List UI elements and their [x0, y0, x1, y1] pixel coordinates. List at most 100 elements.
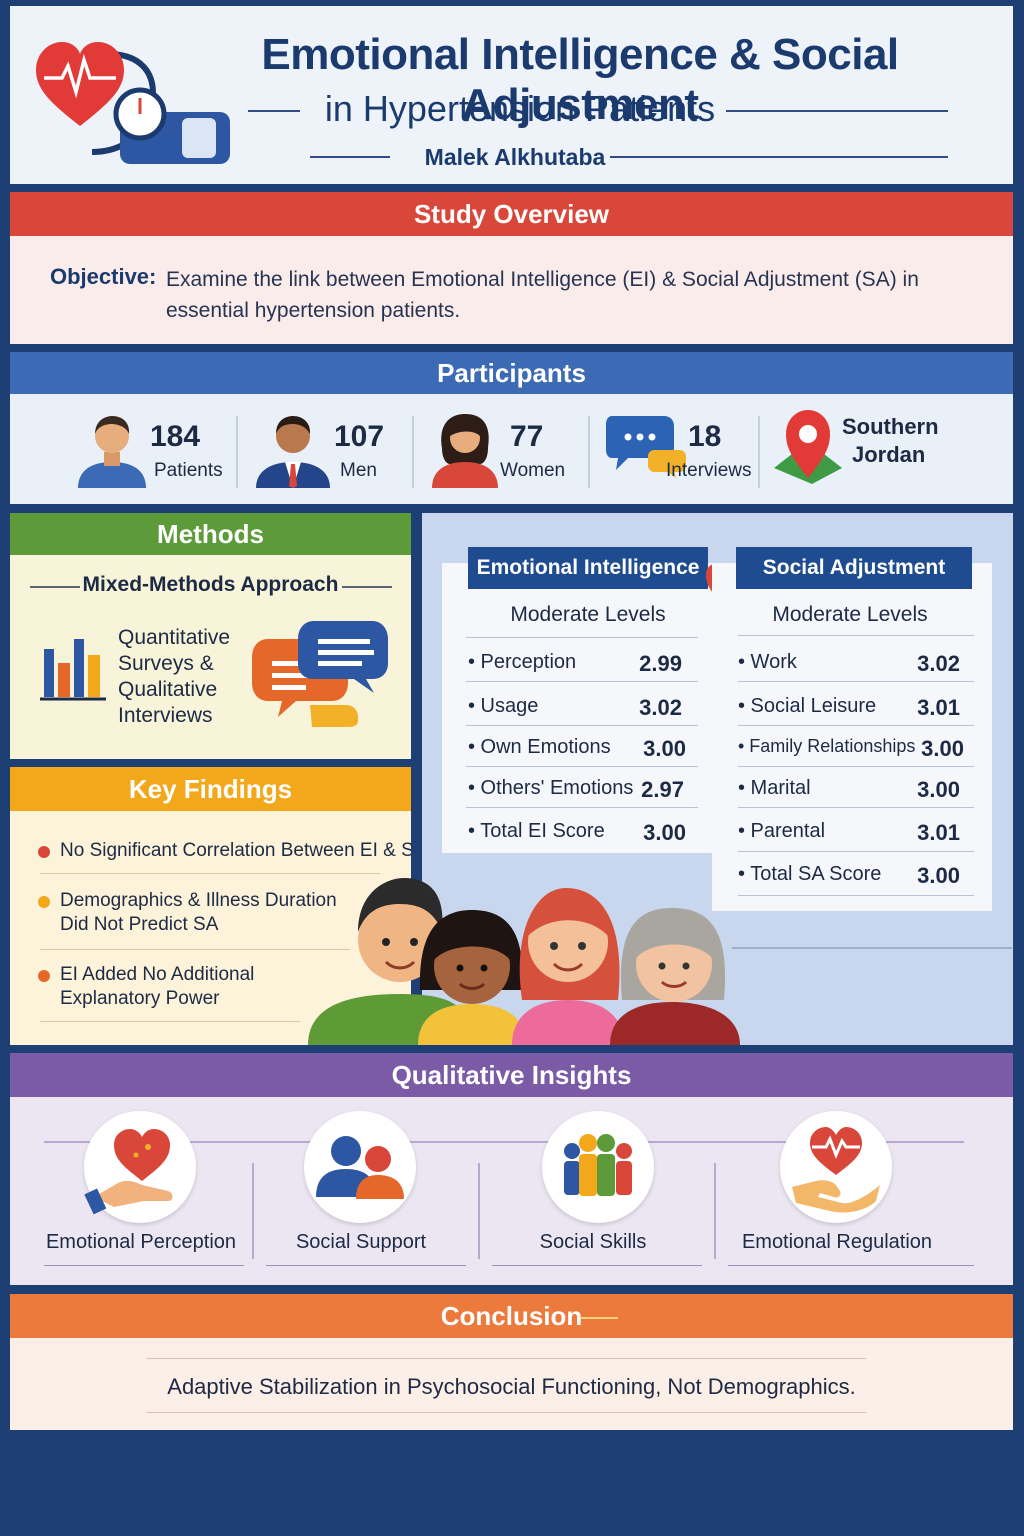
ei-level: Moderate Levels — [510, 603, 666, 626]
qualitative-insights-section: Qualitative Insights Emotional Perceptio… — [10, 1053, 1013, 1285]
divider — [738, 725, 974, 726]
divider — [342, 586, 392, 588]
objective-label: Objective: — [50, 264, 157, 289]
divider — [248, 110, 300, 112]
finding-text: EI Added No Additional Explanatory Power — [60, 964, 255, 1009]
section-heading: Participants — [10, 352, 1013, 394]
ei-row-value: 3.00 — [643, 736, 686, 761]
sa-level: Moderate Levels — [772, 603, 928, 626]
sa-row-value: 3.00 — [917, 777, 960, 802]
stat-label: Patients — [154, 460, 223, 481]
conclusion-text: Adaptive Stabilization in Psychosocial F… — [167, 1374, 856, 1399]
header: Emotional Intelligence & Social Adjustme… — [10, 6, 1013, 184]
insight-circle — [780, 1111, 892, 1223]
stat-value: 18 — [688, 420, 722, 453]
stat-label: Men — [340, 460, 377, 481]
bar-chart-icon — [40, 639, 106, 701]
divider — [466, 637, 698, 638]
title-line-1: Emotional Intelligence & Social Adjustme… — [261, 30, 899, 129]
insight-circle — [542, 1111, 654, 1223]
sa-row-value: 3.01 — [917, 820, 960, 845]
woman-icon — [432, 414, 498, 488]
divider — [738, 851, 974, 852]
divider — [466, 681, 698, 682]
group-icon — [564, 1134, 632, 1196]
methods-section: Methods Mixed-Methods Approach Quantitat… — [10, 513, 411, 759]
bullet-icon — [38, 896, 50, 908]
divider — [466, 807, 698, 808]
sa-heading: Social Adjustment — [736, 547, 972, 589]
divider — [738, 895, 974, 896]
divider — [466, 725, 698, 726]
divider — [466, 766, 698, 767]
ei-row-value: 2.97 — [641, 777, 684, 802]
bullet-icon — [38, 970, 50, 982]
divider — [44, 1141, 964, 1143]
stat-value: 107 — [334, 420, 385, 453]
section-heading: Conclusion — [10, 1294, 1013, 1338]
ei-row-label: • Own Emotions — [468, 736, 611, 758]
divider — [738, 807, 974, 808]
person-icon — [78, 416, 146, 488]
participants-section: Participants 184 Patients 107 Men 7 — [10, 352, 1013, 504]
ei-row-label: • Others' Emotions — [468, 777, 634, 799]
stat-value: 184 — [150, 420, 201, 453]
study-overview-section: Study Overview Objective: Examine the li… — [10, 192, 1013, 344]
stat-men: 107 Men — [254, 412, 414, 492]
sa-row-value: 3.00 — [917, 863, 960, 888]
ei-row-label: • Total EI Score — [468, 820, 605, 842]
sa-row-label: • Work — [738, 651, 797, 673]
stat-label: Interviews — [666, 460, 752, 481]
divider — [738, 635, 974, 636]
divider — [738, 766, 974, 767]
divider — [610, 156, 948, 158]
sa-row-label: • Parental — [738, 820, 826, 842]
stat-interviews: 18 Interviews — [606, 412, 756, 492]
stat-label: Women — [500, 460, 566, 481]
ei-row-value: 3.00 — [643, 820, 686, 845]
section-heading: Study Overview — [10, 192, 1013, 236]
divider — [40, 1021, 300, 1022]
man-icon — [256, 416, 330, 488]
divider — [266, 1265, 466, 1266]
insight-label: Emotional Regulation — [741, 1231, 933, 1253]
heart-bp-monitor-icon — [36, 42, 230, 164]
stat-value: 77 — [510, 420, 544, 453]
divider — [40, 873, 380, 874]
author: Malek Alkhutaba — [424, 144, 606, 170]
people-group-illustration — [308, 878, 740, 1045]
methods-text: Quantitative Surveys & Qualitative Inter… — [118, 626, 231, 727]
insight-label: Emotional Perception — [45, 1231, 237, 1253]
speech-bubbles-icon — [252, 621, 388, 727]
ei-row-label: • Usage — [468, 695, 539, 717]
divider — [728, 1265, 974, 1266]
sa-row-label: • Marital — [738, 777, 811, 799]
title-line-2: in Hypertension Patients — [324, 88, 716, 129]
sa-row-value: 3.00 — [921, 736, 964, 761]
stat-location: Southern Jordan — [772, 410, 992, 492]
sa-row-label: • Family Relationships — [738, 736, 916, 756]
ei-row-value: 2.99 — [639, 651, 682, 676]
approach-label: Mixed-Methods Approach — [82, 573, 339, 596]
finding-text: Demographics & Illness Duration Did Not … — [60, 890, 337, 935]
insight-label: Social Support — [295, 1231, 427, 1253]
sa-row-label: • Social Leisure — [738, 695, 877, 717]
divider — [588, 416, 590, 488]
location-line-1: Southern — [842, 414, 939, 439]
sa-row-label: • Total SA Score — [738, 863, 882, 885]
people-icon — [316, 1136, 404, 1199]
ei-row-label: • Perception — [468, 651, 577, 673]
divider — [146, 1412, 866, 1413]
divider — [580, 1317, 618, 1319]
divider — [732, 947, 1012, 949]
section-heading: Key Findings — [10, 767, 411, 811]
divider — [252, 1163, 254, 1259]
bullet-icon — [38, 846, 50, 858]
divider — [492, 1265, 702, 1266]
section-heading: Methods — [10, 513, 411, 555]
divider — [44, 1265, 244, 1266]
divider — [236, 416, 238, 488]
objective-text: Examine the link between Emotional Intel… — [166, 268, 919, 322]
divider — [738, 681, 974, 682]
sa-row-value: 3.02 — [917, 651, 960, 676]
